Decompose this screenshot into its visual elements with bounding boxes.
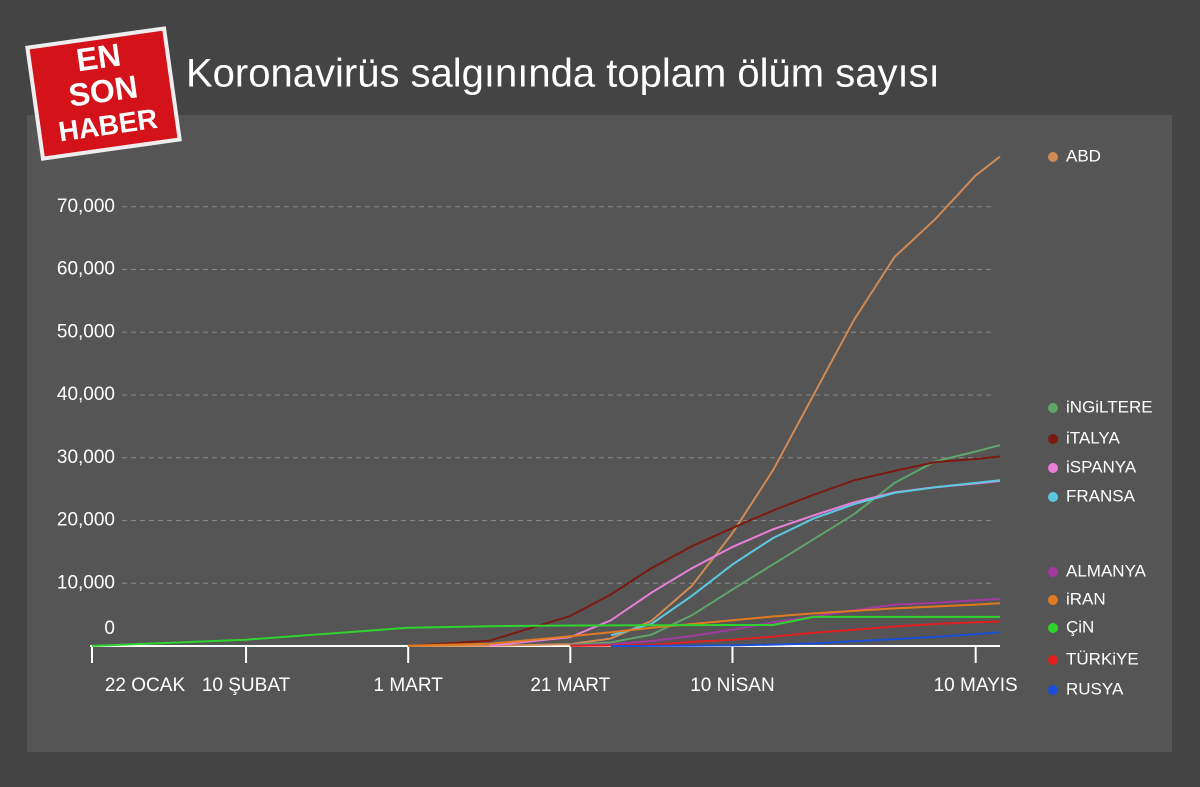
chart-title: Koronavirüs salgınında toplam ölüm sayıs…: [186, 52, 940, 96]
logo: EN SON HABER: [25, 26, 182, 161]
x-tick-label: 1 MART: [374, 675, 444, 696]
series-line: [408, 455, 1001, 647]
legend-label: ABD: [1066, 146, 1101, 165]
y-tick-label: 60,000: [57, 259, 115, 280]
series-line: [408, 602, 1001, 647]
legend-marker: [1048, 685, 1058, 695]
x-tick-label: 10 MAYIS: [934, 675, 1018, 696]
legend-label: TÜRKiYE: [1066, 649, 1139, 668]
legend-marker: [1048, 434, 1058, 444]
legend-label: iTALYA: [1066, 428, 1121, 447]
legend-label: iNGiLTERE: [1066, 397, 1153, 416]
legend-marker: [1048, 403, 1058, 413]
series-line: [408, 155, 1001, 647]
logo-box: [25, 26, 182, 161]
legend-marker: [1048, 655, 1058, 665]
legend-marker: [1048, 623, 1058, 633]
series-line: [610, 479, 1001, 637]
legend-marker: [1048, 567, 1058, 577]
legend-marker: [1048, 595, 1058, 605]
legend-label: iSPANYA: [1066, 457, 1137, 476]
y-tick-label: 40,000: [57, 384, 115, 405]
legend-label: RUSYA: [1066, 679, 1124, 698]
logo-text: EN: [74, 36, 123, 78]
plot-panel: [27, 115, 1172, 752]
legend-label: iRAN: [1066, 589, 1106, 608]
legend-marker: [1048, 463, 1058, 473]
y-tick-label: 50,000: [57, 321, 115, 342]
series-line: [610, 631, 1001, 647]
legend-label: FRANSA: [1066, 486, 1136, 505]
legend-marker: [1048, 152, 1058, 162]
x-tick-label: 10 NİSAN: [690, 675, 774, 696]
y-tick-label: 0: [104, 618, 115, 639]
legend-label: ÇiN: [1066, 617, 1094, 636]
y-tick-label: 30,000: [57, 447, 115, 468]
series-line: [570, 620, 1001, 647]
legend-label: ALMANYA: [1066, 561, 1147, 580]
series-line: [570, 597, 1001, 647]
series-line: [570, 444, 1001, 646]
y-tick-label: 20,000: [57, 510, 115, 531]
y-tick-label: 70,000: [57, 196, 115, 217]
x-tick-label: 10 ŞUBAT: [202, 675, 291, 696]
legend-marker: [1048, 492, 1058, 502]
x-tick-label: 21 MART: [530, 675, 610, 696]
y-tick-label: 10,000: [57, 572, 115, 593]
x-tick-label: 22 OCAK: [105, 675, 186, 696]
series-line: [91, 615, 1000, 647]
